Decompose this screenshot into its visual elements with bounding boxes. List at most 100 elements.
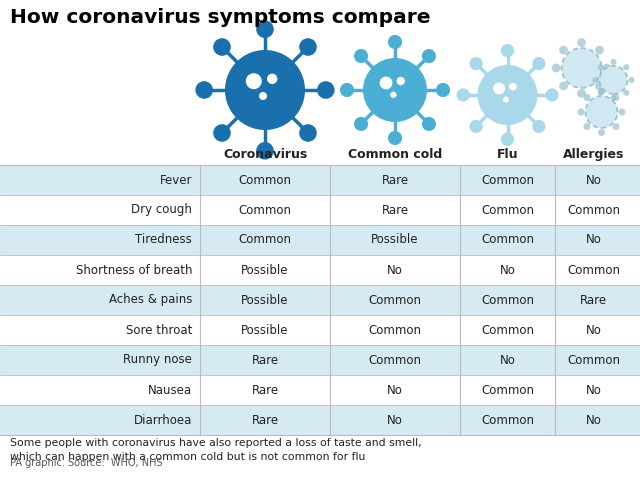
Text: Aches & pains: Aches & pains — [109, 294, 192, 307]
Text: No: No — [500, 353, 515, 366]
Text: Common: Common — [481, 204, 534, 216]
Text: Possible: Possible — [371, 233, 419, 246]
Bar — [0, 165, 640, 195]
Text: No: No — [586, 233, 602, 246]
Text: Common: Common — [369, 353, 422, 366]
Circle shape — [593, 77, 598, 83]
Circle shape — [390, 91, 397, 98]
Circle shape — [299, 38, 317, 56]
Text: Rare: Rare — [381, 174, 408, 187]
Text: Allergies: Allergies — [563, 148, 624, 161]
Circle shape — [456, 88, 470, 102]
Text: Common: Common — [239, 174, 291, 187]
Text: No: No — [387, 414, 403, 427]
Text: No: No — [586, 174, 602, 187]
Circle shape — [256, 20, 274, 38]
Bar — [0, 195, 640, 225]
Circle shape — [195, 81, 213, 99]
Circle shape — [388, 35, 402, 49]
Circle shape — [267, 73, 277, 84]
Circle shape — [501, 44, 514, 57]
Circle shape — [552, 64, 561, 72]
Circle shape — [602, 64, 611, 72]
Circle shape — [611, 95, 616, 101]
Circle shape — [611, 59, 616, 65]
Bar — [0, 285, 640, 315]
Text: Common: Common — [567, 263, 620, 277]
Circle shape — [559, 46, 568, 54]
Circle shape — [340, 83, 354, 97]
Circle shape — [246, 73, 262, 89]
Circle shape — [470, 57, 483, 70]
Circle shape — [380, 77, 392, 89]
Circle shape — [470, 120, 483, 133]
Circle shape — [354, 117, 368, 131]
Circle shape — [545, 88, 559, 102]
Text: Common: Common — [481, 174, 534, 187]
Circle shape — [618, 108, 625, 116]
Circle shape — [493, 83, 505, 94]
Bar — [0, 255, 640, 285]
Text: Rare: Rare — [381, 204, 408, 216]
Text: No: No — [586, 324, 602, 336]
Circle shape — [532, 120, 545, 133]
Text: Common: Common — [567, 204, 620, 216]
Text: Nausea: Nausea — [148, 383, 192, 397]
Circle shape — [213, 38, 231, 56]
Text: Common: Common — [481, 233, 534, 246]
Circle shape — [213, 124, 231, 142]
Text: Rare: Rare — [580, 294, 607, 307]
Text: Flu: Flu — [497, 148, 518, 161]
Circle shape — [598, 88, 605, 95]
Circle shape — [436, 83, 450, 97]
Text: Common: Common — [481, 324, 534, 336]
Text: Some people with coronavirus have also reported a loss of taste and smell,
which: Some people with coronavirus have also r… — [10, 438, 422, 462]
Circle shape — [354, 49, 368, 63]
Circle shape — [577, 89, 586, 98]
Text: Common: Common — [481, 383, 534, 397]
Circle shape — [612, 123, 620, 130]
Circle shape — [299, 124, 317, 142]
Text: Possible: Possible — [241, 263, 289, 277]
Bar — [0, 405, 640, 435]
Circle shape — [388, 131, 402, 145]
Circle shape — [577, 38, 586, 47]
Circle shape — [623, 64, 629, 70]
Circle shape — [225, 50, 305, 130]
Circle shape — [600, 66, 627, 94]
Text: Common cold: Common cold — [348, 148, 442, 161]
Circle shape — [595, 46, 604, 54]
Text: Common: Common — [481, 414, 534, 427]
Circle shape — [477, 65, 538, 125]
Text: Dry cough: Dry cough — [131, 204, 192, 216]
Text: Shortness of breath: Shortness of breath — [76, 263, 192, 277]
Text: Common: Common — [239, 204, 291, 216]
Circle shape — [595, 82, 604, 90]
Circle shape — [501, 133, 514, 146]
Circle shape — [577, 108, 584, 116]
Circle shape — [559, 82, 568, 90]
Text: How coronavirus symptoms compare: How coronavirus symptoms compare — [10, 8, 431, 27]
Circle shape — [256, 142, 274, 159]
Circle shape — [503, 97, 509, 103]
Bar — [0, 345, 640, 375]
Circle shape — [532, 57, 545, 70]
Text: Fever: Fever — [159, 174, 192, 187]
Circle shape — [422, 49, 436, 63]
Text: Rare: Rare — [252, 383, 278, 397]
Text: Common: Common — [239, 233, 291, 246]
Circle shape — [422, 117, 436, 131]
Circle shape — [586, 96, 618, 128]
Text: Rare: Rare — [252, 353, 278, 366]
Text: Coronavirus: Coronavirus — [223, 148, 307, 161]
Text: Runny nose: Runny nose — [123, 353, 192, 366]
Text: Sore throat: Sore throat — [125, 324, 192, 336]
Text: No: No — [387, 383, 403, 397]
Text: Tiredness: Tiredness — [135, 233, 192, 246]
Circle shape — [612, 94, 620, 101]
Bar — [0, 375, 640, 405]
Circle shape — [317, 81, 335, 99]
Circle shape — [628, 77, 635, 83]
Text: Rare: Rare — [252, 414, 278, 427]
Circle shape — [397, 77, 405, 85]
